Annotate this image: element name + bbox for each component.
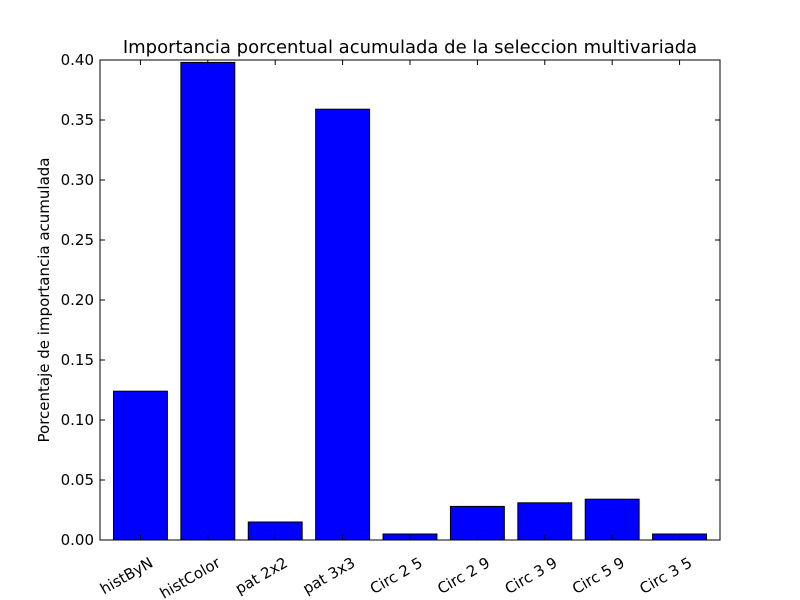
bar-circ-2-9 (449, 505, 505, 541)
y-tick-label: 0.20 (61, 291, 94, 309)
y-tick-label: 0.40 (61, 51, 94, 69)
bar-pat-3x3 (315, 108, 371, 541)
y-tick-label: 0.10 (61, 411, 94, 429)
bar-circ-5-9 (584, 498, 640, 541)
y-tick-label: 0.35 (61, 111, 94, 129)
bar-histcolor (180, 61, 236, 541)
plot-frame (99, 59, 721, 541)
chart-title: Importancia porcentual acumulada de la s… (123, 37, 697, 58)
y-axis-label: Porcentaje de importancia acumulada (35, 158, 53, 443)
y-tick-label: 0.30 (61, 171, 94, 189)
y-tick-label: 0.15 (61, 351, 94, 369)
y-tick-label: 0.05 (61, 471, 94, 489)
y-tick-label: 0.25 (61, 231, 94, 249)
bar-histbyn (112, 390, 168, 541)
bar-circ-3-9 (517, 502, 573, 541)
y-tick-label: 0.00 (61, 531, 94, 549)
